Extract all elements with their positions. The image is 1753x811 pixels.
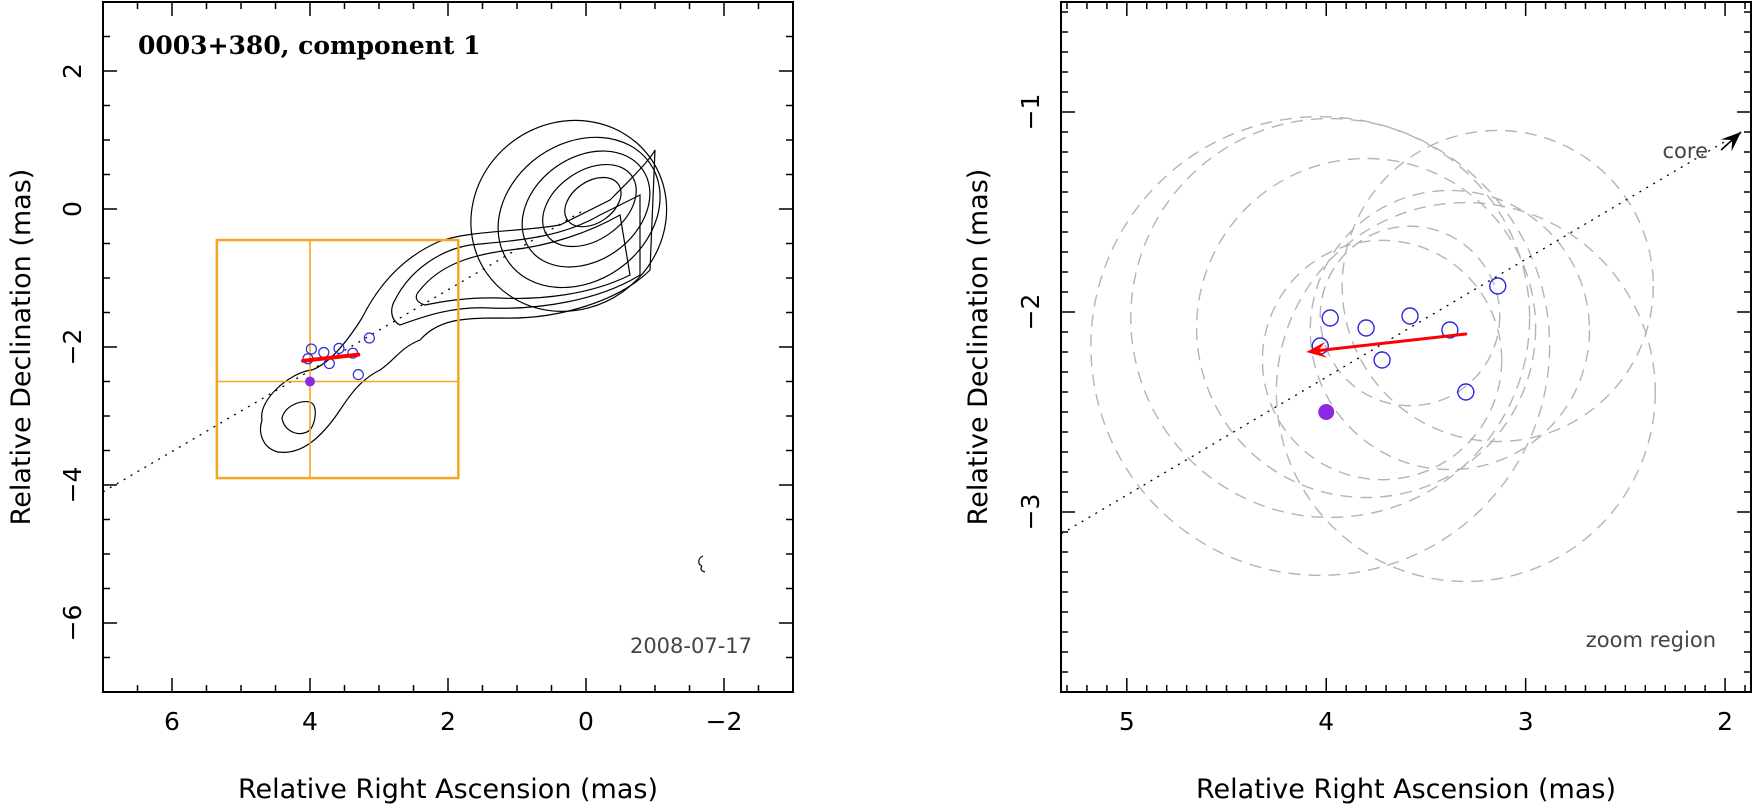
x-axis-title: Relative Right Ascension (mas) [1196, 774, 1616, 805]
contour-line [521, 150, 651, 268]
panel-zoom: 5 4 3 2 −1 −2 −3 core zoom region Relative Ri… [963, 1, 1752, 805]
contour-line [542, 163, 637, 248]
y-tick-label: −2 [58, 329, 87, 366]
component-marker [1457, 383, 1475, 401]
y-tick-label: 0 [58, 201, 87, 217]
plot-frame [102, 1, 794, 693]
y-tick-label: −6 [58, 605, 87, 642]
contour-tail-outer [259, 149, 656, 453]
y-tick-label: −4 [58, 467, 87, 504]
panel-title: 0003+380, component 1 [138, 31, 481, 60]
plot-frame [1060, 1, 1752, 693]
component-marker [363, 332, 375, 344]
component-marker [1401, 307, 1419, 325]
y-tick-labels: −1 −2 −3 [1016, 94, 1045, 531]
zoom-region-box [215, 238, 460, 480]
component-marker [352, 369, 364, 381]
jet-tail-contours [259, 149, 656, 453]
x-tick-labels: 6 4 2 0 −2 [164, 707, 742, 736]
motion-arrow [301, 352, 361, 363]
x-axis-title: Relative Right Ascension (mas) [238, 774, 658, 805]
uncertainty-circle [1275, 201, 1656, 583]
zoom-region-label: zoom region [1586, 628, 1716, 652]
x-tick-labels: 5 4 3 2 [1119, 707, 1733, 736]
x-tick-label: 6 [164, 707, 180, 736]
motion-arrow [1306, 332, 1468, 358]
contour-group [470, 119, 668, 312]
contour-line [497, 136, 661, 289]
component-marker [1373, 351, 1391, 369]
contour-line [470, 119, 668, 312]
zoom-box-outline [215, 238, 460, 480]
x-tick-label: 4 [1318, 707, 1334, 736]
x-tick-label: 4 [302, 707, 318, 736]
y-axis-title: Relative Declination (mas) [963, 169, 994, 526]
uncertainty-circle [1341, 129, 1654, 443]
uncertainty-circle [1319, 225, 1501, 407]
tick-marks [102, 1, 794, 693]
y-tick-labels: 2 0 −2 −4 −6 [58, 63, 87, 641]
uncertainty-circle [1130, 117, 1531, 519]
uncertainty-circle [1309, 189, 1591, 471]
uncertainty-circle [1090, 115, 1551, 577]
reference-point [1318, 404, 1335, 420]
x-tick-label: 2 [440, 707, 456, 736]
motion-arrow-head [1306, 341, 1328, 358]
contour-mid-2 [415, 214, 631, 306]
contour-mid-1 [391, 194, 641, 326]
panel-full-map: 6 4 2 0 −2 2 0 −2 −4 −6 0003+380, component 1 20… [6, 1, 794, 805]
component-marker [1321, 309, 1339, 327]
uncertainty-circle [1195, 157, 1537, 499]
uncertainty-circle [1261, 239, 1503, 481]
core-direction-arrow [1720, 131, 1742, 152]
tick-marks [1061, 2, 1751, 693]
component-marker [1489, 277, 1507, 295]
date-label: 2008-07-17 [630, 634, 752, 658]
motion-arrow-shaft [1316, 332, 1468, 353]
y-tick-label: −1 [1016, 94, 1045, 131]
jet-axis-line [103, 208, 587, 493]
x-tick-label: 3 [1518, 707, 1534, 736]
x-tick-label: 2 [1717, 707, 1733, 736]
contour-tail-inner [281, 401, 316, 435]
y-tick-label: 2 [58, 63, 87, 79]
reference-point [305, 376, 315, 387]
component-marker [318, 346, 330, 359]
uncertainty-circles [1090, 115, 1656, 583]
component-marker [1441, 321, 1459, 339]
core-arrow-head [1720, 132, 1742, 152]
y-tick-label: −2 [1016, 294, 1045, 331]
x-tick-label: −2 [706, 707, 743, 736]
x-tick-label: 0 [578, 707, 594, 736]
jet-axis-line [1061, 131, 1742, 535]
x-tick-label: 5 [1119, 707, 1135, 736]
small-contour-blip [698, 555, 706, 573]
y-axis-title: Relative Declination (mas) [6, 169, 37, 526]
contour-line [564, 176, 622, 228]
component-marker [333, 342, 345, 354]
core-label: core [1663, 139, 1709, 163]
component-marker [305, 343, 317, 355]
component-marker [1357, 319, 1375, 337]
y-tick-label: −3 [1016, 494, 1045, 531]
